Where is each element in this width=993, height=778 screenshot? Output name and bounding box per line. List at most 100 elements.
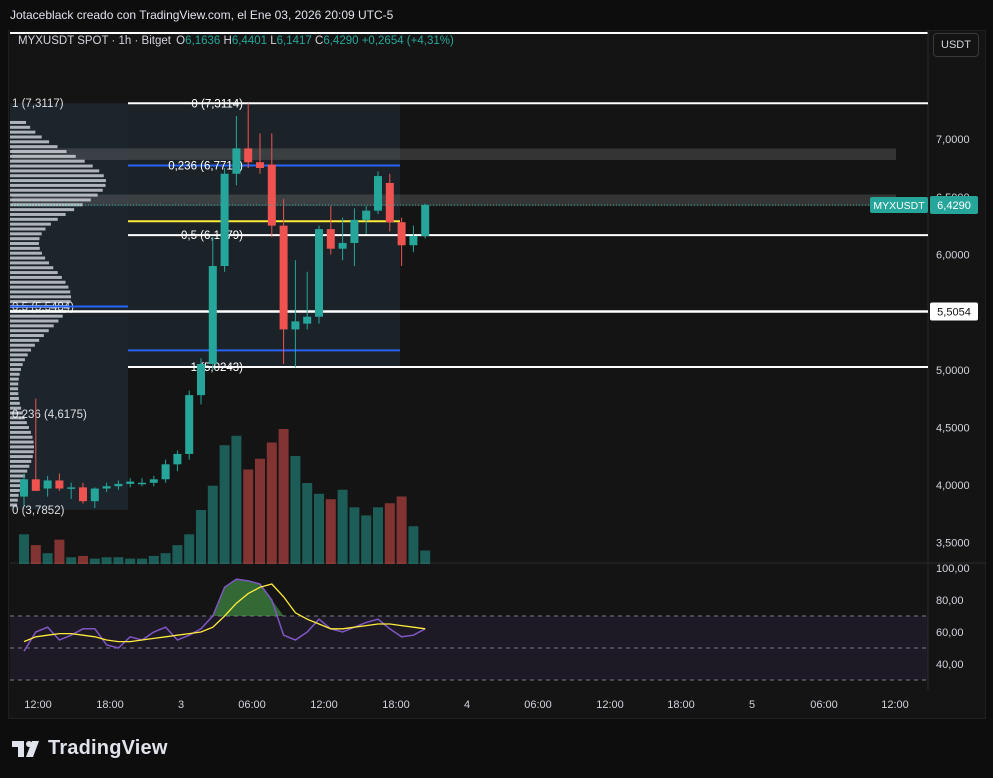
volume-profile-bar [10,159,85,163]
volume-profile-bar [10,396,19,400]
candle-body [279,225,288,330]
rsi-tick-label: 80,00 [936,595,964,607]
candle-body [362,210,371,220]
volume-profile-bar [10,169,100,173]
volume-profile-bar [10,343,35,347]
candle-body [31,479,40,491]
volume-bar [125,558,136,564]
time-tick-label: 4 [464,699,470,711]
candle-body [173,453,182,465]
candle-body [102,486,111,489]
volume-bars [19,429,431,564]
ohlc-legend: MYXUSDT SPOT · 1h · Bitget O6,1636 H6,44… [18,35,454,47]
rsi-tick-label: 100,00 [936,563,970,575]
volume-bar [42,553,53,564]
volume-profile-bar [10,430,31,434]
candles [20,103,430,509]
volume-profile-bar [10,363,23,367]
volume-profile-bar [10,198,91,202]
candle-body [55,480,64,489]
last-price-badge [930,196,978,215]
rsi-tick-label: 60,00 [936,627,964,639]
volume-bar [78,555,88,564]
volume-bar [396,496,407,564]
time-tick-label: 06:00 [524,699,552,711]
volume-bar [302,483,313,564]
volume-profile-bar [10,266,54,270]
volume-profile-bar [10,416,25,420]
volume-profile-bar [10,261,49,265]
time-tick-label: 12:00 [24,699,52,711]
horizontal-line-badge [930,302,978,321]
volume-bar [408,526,419,564]
open-value: 6,1636 [185,35,221,47]
rsi-overbought-fill [24,579,426,616]
volume-profile-bar [10,353,28,357]
volume-profile-bar [10,459,32,463]
volume-profile-bar [10,300,71,304]
volume-profile-bar [10,484,22,488]
volume-bar [172,545,183,564]
candle-body [43,480,52,489]
volume-profile-bar [10,455,33,459]
volume-profile-bar [10,120,27,124]
volume-profile-bar [10,145,58,149]
symbol-info[interactable]: MYXUSDT SPOT · 1h · Bitget [18,35,171,47]
volume-profile-bar [10,392,19,396]
tradingview-brand[interactable]: TradingView [12,737,168,760]
volume-bar [148,555,159,564]
time-tick-label: 3 [178,699,184,711]
fib-level-label: 0,5 (6,1679) [181,230,243,242]
volume-bar [89,558,100,564]
candle-body [20,479,28,497]
volume-profile-bar [10,188,103,192]
volume-profile-bar [10,329,49,333]
volume-profile-bar [10,464,30,468]
time-tick-label: 12:00 [881,699,909,711]
candle-body [79,487,87,502]
volume-bar [290,456,301,564]
high-label: H [223,35,232,47]
currency-button[interactable]: USDT [933,33,979,57]
price-tick-label: 5,0000 [936,365,970,377]
candle-body [315,229,323,317]
candle-body [350,219,359,243]
volume-profile-bar [10,271,58,275]
volume-profile-bar [10,338,40,342]
volume-profile [10,120,106,507]
volume-bar [361,515,372,564]
volume-profile-bar [10,251,42,255]
volume-profile-bar [10,140,50,144]
candle-body [303,316,312,324]
time-tick-label: 12:00 [596,699,624,711]
close-value: 6,4290 [323,35,359,47]
close-label: C [315,35,324,47]
candle-body [326,229,335,249]
volume-bar [243,469,254,564]
volume-profile-bar [10,387,19,391]
fib-left-label: 0,236 (4,6175) [12,409,87,421]
candle-body [338,242,347,249]
rsi-line [23,578,426,652]
volume-profile-bar [10,222,51,226]
candle-body [138,482,146,485]
volume-profile-bar [10,367,21,371]
volume-bar [101,557,112,564]
time-tick-label: 18:00 [667,699,695,711]
time-tick-label: 5 [749,699,755,711]
candle-body [256,162,264,168]
volume-bar [207,485,218,564]
volume-profile-bar [10,179,106,183]
price-tick-label: 4,0000 [936,480,970,492]
fib-level-label: 0,236 (6,7716) [168,161,243,173]
price-tick-label: 6,0000 [936,249,970,261]
candle-body [197,364,205,396]
volume-profile-bar [10,295,72,299]
volume-profile-bar [10,498,18,502]
volume-profile-bar [10,256,46,260]
volume-bar [30,545,41,564]
volume-profile-bar [10,135,42,139]
volume-profile-bar [10,377,19,381]
volume-profile-bar [10,125,31,129]
